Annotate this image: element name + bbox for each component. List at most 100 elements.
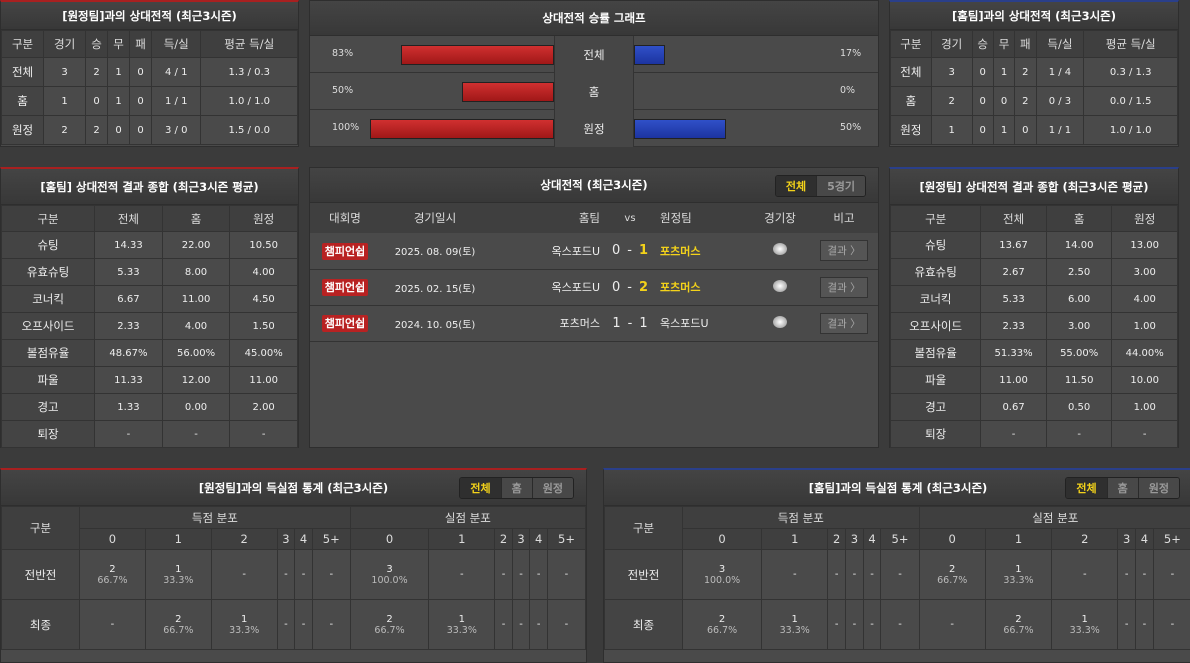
- table-cell: 0: [130, 87, 152, 116]
- result-button[interactable]: 결과 〉: [820, 313, 867, 334]
- filter-away-button[interactable]: 원정: [1138, 478, 1179, 498]
- panel-title: 상대전적 승률 그래프: [310, 1, 878, 36]
- panel-title: [홈팀]과의 상대전적 (최근3시즌): [890, 2, 1178, 30]
- goals-cell: -: [1118, 600, 1136, 650]
- table-cell: 1 / 1: [1036, 116, 1084, 145]
- table-cell: 1.33: [95, 394, 163, 421]
- table-cell: 11.00: [230, 367, 298, 394]
- away-win-pct: 50%: [840, 122, 861, 133]
- col-header: 홈: [162, 206, 230, 232]
- table-cell: 1: [44, 87, 86, 116]
- filter-5-games-button[interactable]: 5경기: [816, 176, 865, 196]
- table-cell: 0.00: [162, 394, 230, 421]
- stadium-icon[interactable]: [773, 316, 787, 328]
- table-cell: 1: [108, 87, 130, 116]
- league-badge[interactable]: 챔피언쉽: [322, 243, 368, 260]
- table-cell: 0: [86, 87, 108, 116]
- result-button[interactable]: 결과 〉: [820, 277, 867, 298]
- goals-cell: -: [1136, 600, 1154, 650]
- table-cell: 48.67%: [95, 340, 163, 367]
- filter-all-button[interactable]: 전체: [460, 478, 500, 498]
- goals-cell: -: [863, 600, 881, 650]
- table-cell: 4.00: [230, 259, 298, 286]
- bucket-header: 2: [495, 529, 513, 550]
- table-cell: 2: [1015, 87, 1036, 116]
- bucket-header: 5+: [1153, 529, 1190, 550]
- match-date: 2025. 08. 09(토): [380, 233, 490, 269]
- col-header: 득/실: [152, 31, 201, 58]
- stadium-icon[interactable]: [773, 243, 787, 255]
- table-cell: 0: [972, 116, 993, 145]
- table-cell: 3 / 0: [152, 116, 201, 145]
- col-header: 경기: [44, 31, 86, 58]
- goal-count: -: [1083, 569, 1087, 580]
- goal-count: -: [460, 569, 464, 580]
- matches-filter-toggle: 전체 5경기: [775, 175, 866, 197]
- goals-cell: -: [846, 600, 864, 650]
- matches-panel: 상대전적 (최근3시즌) 전체 5경기 대회명 경기일시 홈팀 vs 원정팀 경…: [309, 167, 879, 448]
- bucket-header: 1: [145, 529, 211, 550]
- bucket-header: 4: [295, 529, 313, 550]
- filter-all-button[interactable]: 전체: [1066, 478, 1106, 498]
- row-label: 볼점유율: [2, 340, 95, 367]
- table-cell: 5.33: [95, 259, 163, 286]
- goals-cell: -: [277, 550, 295, 600]
- filter-home-button[interactable]: 홈: [501, 478, 532, 498]
- home-team[interactable]: 포츠머스: [490, 305, 600, 341]
- goal-pct: 66.7%: [351, 625, 429, 636]
- bucket-header: 2: [1052, 529, 1118, 550]
- goal-count: -: [519, 569, 523, 580]
- goal-pct: 33.3%: [762, 625, 827, 636]
- table-cell: -: [162, 421, 230, 448]
- score-sep: -: [627, 280, 632, 295]
- goal-count: -: [1125, 619, 1129, 630]
- league-badge[interactable]: 챔피언쉽: [322, 279, 368, 296]
- goals-cell: -: [1136, 550, 1154, 600]
- away-team[interactable]: 포츠머스: [660, 233, 750, 269]
- table-cell: 0: [130, 58, 152, 87]
- row-label: 경고: [2, 394, 95, 421]
- goals-cell: -: [512, 550, 530, 600]
- table-cell: 2: [86, 58, 108, 87]
- table-cell: 4.50: [230, 286, 298, 313]
- row-label: 전반전: [2, 550, 80, 600]
- filter-all-button[interactable]: 전체: [776, 176, 816, 196]
- col-header: 승: [86, 31, 108, 58]
- col-label: 구분: [2, 507, 80, 550]
- goal-pct: 66.7%: [683, 625, 761, 636]
- home-team[interactable]: 옥스포드U: [490, 269, 600, 305]
- goal-count: 2: [386, 614, 392, 625]
- goal-count: -: [853, 619, 857, 630]
- note-cell: 결과 〉: [810, 269, 878, 305]
- stadium-icon[interactable]: [773, 280, 787, 292]
- table-cell: 55.00%: [1046, 340, 1112, 367]
- filter-away-button[interactable]: 원정: [532, 478, 573, 498]
- panel-title: 상대전적 (최근3시즌): [540, 177, 647, 193]
- goals-cell: -: [429, 550, 495, 600]
- col-header: 전체: [95, 206, 163, 232]
- filter-home-button[interactable]: 홈: [1107, 478, 1138, 498]
- col-header: 홈: [1046, 206, 1112, 232]
- bucket-header: 1: [429, 529, 495, 550]
- away-team[interactable]: 옥스포드U: [660, 305, 750, 341]
- home-team[interactable]: 옥스포드U: [490, 233, 600, 269]
- bucket-header: 3: [277, 529, 295, 550]
- table-cell: 2.33: [981, 313, 1047, 340]
- goals-cell: -: [80, 600, 146, 650]
- col-home: 홈팀: [490, 203, 600, 233]
- away-team[interactable]: 포츠머스: [660, 269, 750, 305]
- league-badge[interactable]: 챔피언쉽: [322, 315, 368, 332]
- result-button[interactable]: 결과 〉: [820, 240, 867, 261]
